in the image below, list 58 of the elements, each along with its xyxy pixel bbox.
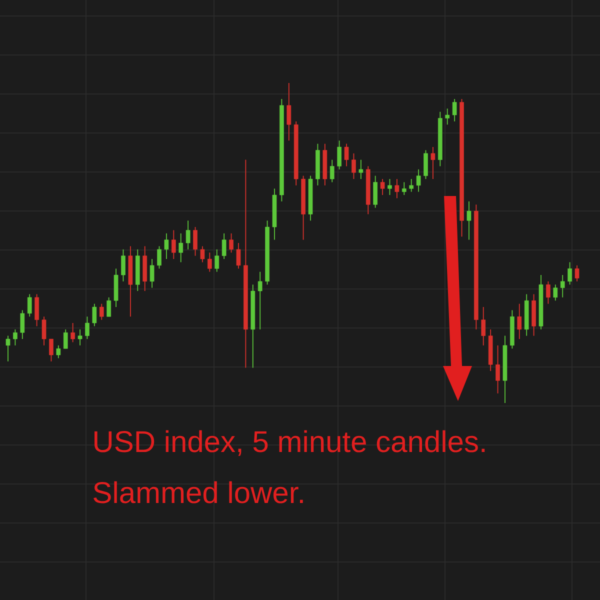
candlestick bbox=[214, 248, 220, 272]
candlestick bbox=[56, 344, 61, 359]
candlestick bbox=[85, 316, 90, 340]
candlestick bbox=[171, 230, 176, 260]
candlestick bbox=[150, 258, 154, 288]
candlestick bbox=[258, 271, 262, 330]
candlestick bbox=[20, 310, 25, 340]
candlestick bbox=[13, 328, 18, 346]
candlestick bbox=[6, 335, 10, 362]
candlestick bbox=[193, 226, 198, 256]
candlestick bbox=[186, 220, 190, 250]
candlestick bbox=[222, 232, 226, 260]
candlestick bbox=[568, 262, 572, 286]
candlestick bbox=[236, 242, 241, 270]
candlestick bbox=[78, 328, 82, 346]
candlestick bbox=[424, 150, 428, 180]
candlestick bbox=[208, 252, 212, 272]
candlestick bbox=[416, 168, 421, 192]
candlestick bbox=[452, 98, 457, 122]
candlestick bbox=[92, 303, 97, 327]
candlestick bbox=[358, 159, 364, 180]
candlestick bbox=[344, 143, 349, 167]
candlestick bbox=[430, 146, 436, 180]
candlestick bbox=[63, 328, 68, 350]
candlestick bbox=[34, 294, 39, 327]
candlestick bbox=[178, 232, 184, 263]
candlestick bbox=[337, 140, 342, 170]
candlestick bbox=[157, 246, 162, 270]
candlestick bbox=[27, 294, 32, 318]
candlestick bbox=[121, 248, 126, 282]
candlestick bbox=[466, 200, 472, 240]
candlestick bbox=[373, 175, 378, 208]
candlestick bbox=[546, 280, 550, 304]
candlestick bbox=[352, 152, 356, 180]
candlestick bbox=[106, 296, 112, 318]
candlestick bbox=[380, 178, 385, 196]
candlestick bbox=[42, 316, 46, 346]
candlestick bbox=[409, 178, 414, 192]
candlestick bbox=[402, 182, 406, 196]
candlestick bbox=[164, 232, 169, 260]
text: USD index, 5 minute candles. bbox=[94, 430, 485, 456]
candlestick bbox=[574, 264, 580, 282]
candlestick bbox=[99, 303, 104, 320]
candlestick bbox=[394, 178, 400, 199]
candlestick bbox=[517, 303, 522, 340]
candlestick bbox=[388, 178, 392, 196]
candlestick bbox=[481, 306, 486, 346]
candlestick bbox=[229, 232, 234, 254]
candlestick bbox=[445, 108, 450, 126]
text: Slammed lower. bbox=[94, 481, 303, 504]
candlestick bbox=[200, 246, 205, 263]
candlestick bbox=[330, 159, 334, 183]
candlestick bbox=[560, 274, 565, 298]
candlestick bbox=[70, 322, 75, 343]
candlestick bbox=[553, 284, 558, 302]
candlestick bbox=[286, 82, 292, 142]
candlestick bbox=[49, 338, 54, 362]
candlestick bbox=[496, 344, 500, 394]
